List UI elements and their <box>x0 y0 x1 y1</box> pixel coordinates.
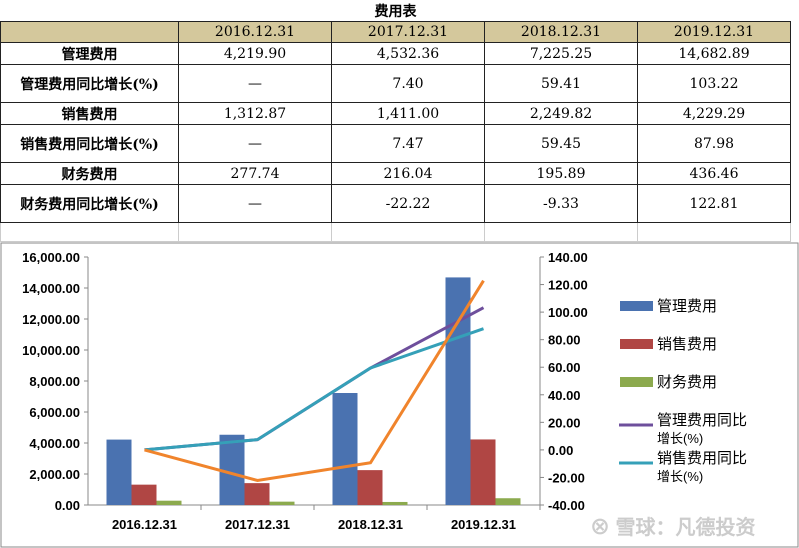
column-header: 2018.12.31 <box>484 21 638 43</box>
table-row: 销售费用 1,312.87 1,411.00 2,249.82 4,229.29 <box>0 102 791 125</box>
cell: — <box>178 184 332 223</box>
right-tick-label: -20.00 <box>548 470 585 485</box>
cell: 59.45 <box>484 124 638 163</box>
legend-swatch <box>620 339 653 349</box>
left-tick-label: 16,000.00 <box>22 250 80 265</box>
cell: 4,219.90 <box>178 42 332 65</box>
cell: 7.40 <box>331 64 485 103</box>
header-blank <box>0 21 179 43</box>
right-tick-label: 20.00 <box>548 415 581 430</box>
legend-label: 管理费用 <box>657 298 717 315</box>
row-label: 销售费用 <box>0 102 179 125</box>
cell: — <box>178 64 332 103</box>
right-tick-label: 120.00 <box>548 278 588 293</box>
category-label: 2017.12.31 <box>225 517 290 532</box>
row-label: 财务费用同比增长(%) <box>0 184 179 223</box>
bar <box>495 498 521 505</box>
cell: 103.22 <box>637 64 791 103</box>
cell: -22.22 <box>331 184 485 223</box>
bar <box>382 501 408 505</box>
table-row: 财务费用 277.74 216.04 195.89 436.46 <box>0 162 791 185</box>
right-tick-label: 40.00 <box>548 388 581 403</box>
right-tick-label: 140.00 <box>548 250 588 265</box>
row-label: 财务费用 <box>0 162 179 185</box>
category-label: 2016.12.31 <box>112 517 177 532</box>
legend-label: 销售费用 <box>657 336 717 353</box>
table-row: 管理费用同比增长(%) —7.40 59.41 103.22 <box>0 64 791 103</box>
legend-label: 管理费用同比 <box>657 412 747 429</box>
cell: 4,229.29 <box>637 102 791 125</box>
table-title: 费用表 <box>374 3 417 20</box>
cell: 436.46 <box>637 162 791 185</box>
cell: 7.47 <box>331 124 485 163</box>
cell: 14,682.89 <box>637 42 791 65</box>
legend-label-cont: 增长(%) <box>657 431 703 446</box>
expense-chart: 0.00 2,000.00 4,000.00 6,000.00 8,000.00 10,0… <box>0 242 799 548</box>
table-row: 销售费用同比增长(%) —7.47 59.45 87.98 <box>0 124 791 163</box>
cell: 2,249.82 <box>484 102 638 125</box>
bar <box>269 501 295 505</box>
right-tick-label: 0.00 <box>548 443 573 458</box>
left-tick-label: 4,000.00 <box>29 436 80 451</box>
category-label: 2018.12.31 <box>338 517 403 532</box>
cell: — <box>178 124 332 163</box>
left-tick-label: 6,000.00 <box>29 405 80 420</box>
right-tick-label: 60.00 <box>548 360 581 375</box>
column-header: 2017.12.31 <box>331 21 485 43</box>
bar <box>244 483 270 505</box>
column-header: 2019.12.31 <box>637 21 791 43</box>
cell: 122.81 <box>637 184 791 223</box>
left-tick-label: 12,000.00 <box>22 312 80 327</box>
bar <box>131 484 157 505</box>
bar <box>445 277 471 505</box>
cell: 7,225.25 <box>484 42 638 65</box>
series-line <box>144 327 484 452</box>
cell: 1,312.87 <box>178 102 332 125</box>
bar <box>106 439 132 505</box>
cell: 1,411.00 <box>331 102 485 125</box>
right-tick-label: 100.00 <box>548 305 588 320</box>
bar <box>332 393 358 505</box>
bar <box>470 439 496 505</box>
table-row: 管理费用 4,219.90 4,532.36 7,225.25 14,682.89 <box>0 42 791 65</box>
cell: 277.74 <box>178 162 332 185</box>
cell: 216.04 <box>331 162 485 185</box>
category-label: 2019.12.31 <box>451 517 516 532</box>
cell: 87.98 <box>637 124 791 163</box>
row-label: 销售费用同比增长(%) <box>0 124 179 163</box>
row-label: 管理费用 <box>0 42 179 65</box>
legend-label: 销售费用同比 <box>657 450 747 467</box>
left-tick-label: 10,000.00 <box>22 343 80 358</box>
cell: 195.89 <box>484 162 638 185</box>
table-row: 财务费用同比增长(%) — -22.22 -9.33 122.81 <box>0 184 791 223</box>
right-tick-label: -40.00 <box>548 498 585 513</box>
left-tick-label: 2,000.00 <box>29 467 80 482</box>
bar <box>156 500 182 505</box>
left-tick-label: 8,000.00 <box>29 374 80 389</box>
right-tick-label: 80.00 <box>548 333 581 348</box>
cell: 4,532.36 <box>331 42 485 65</box>
column-header: 2016.12.31 <box>178 21 332 43</box>
legend-swatch <box>620 377 653 387</box>
watermark: ⊗ 雪球：凡德投资 <box>590 515 756 539</box>
left-tick-label: 0.00 <box>55 498 80 513</box>
bar <box>357 470 383 505</box>
legend-label: 财务费用 <box>657 374 717 391</box>
cell: -9.33 <box>484 184 638 223</box>
cell: 59.41 <box>484 64 638 103</box>
legend-swatch <box>620 301 653 311</box>
expense-table: 费用表 2016.12.31 2017.12.31 2018.12.31 201… <box>0 0 791 242</box>
legend-label-cont: 增长(%) <box>657 469 703 484</box>
series-line <box>144 279 485 483</box>
left-tick-label: 14,000.00 <box>22 281 80 296</box>
row-label: 管理费用同比增长(%) <box>0 64 179 103</box>
